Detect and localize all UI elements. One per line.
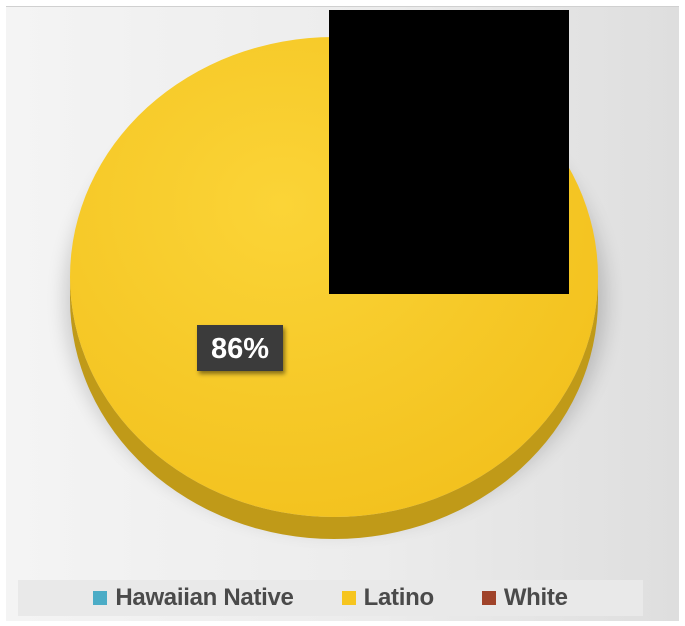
legend-label-latino: Latino: [363, 584, 435, 611]
legend-label-hawaiian-native: Hawaiian Native: [115, 584, 294, 611]
legend-swatch-white: [481, 591, 496, 605]
legend-item-white[interactable]: White: [481, 584, 568, 612]
legend-swatch-latino: [341, 591, 356, 605]
redaction-box: [329, 10, 569, 294]
legend-label-white: White: [503, 584, 568, 611]
legend-swatch-hawaiian-native: [93, 591, 108, 605]
data-label-box-latino: [197, 325, 283, 371]
legend-item-latino[interactable]: Latino: [341, 584, 435, 612]
legend: Hawaiian Native Latino White: [18, 580, 643, 616]
legend-item-hawaiian-native[interactable]: Hawaiian Native: [93, 584, 294, 612]
data-label-text-latino: 86%: [211, 333, 269, 365]
data-label-latino: 86%: [197, 325, 283, 371]
